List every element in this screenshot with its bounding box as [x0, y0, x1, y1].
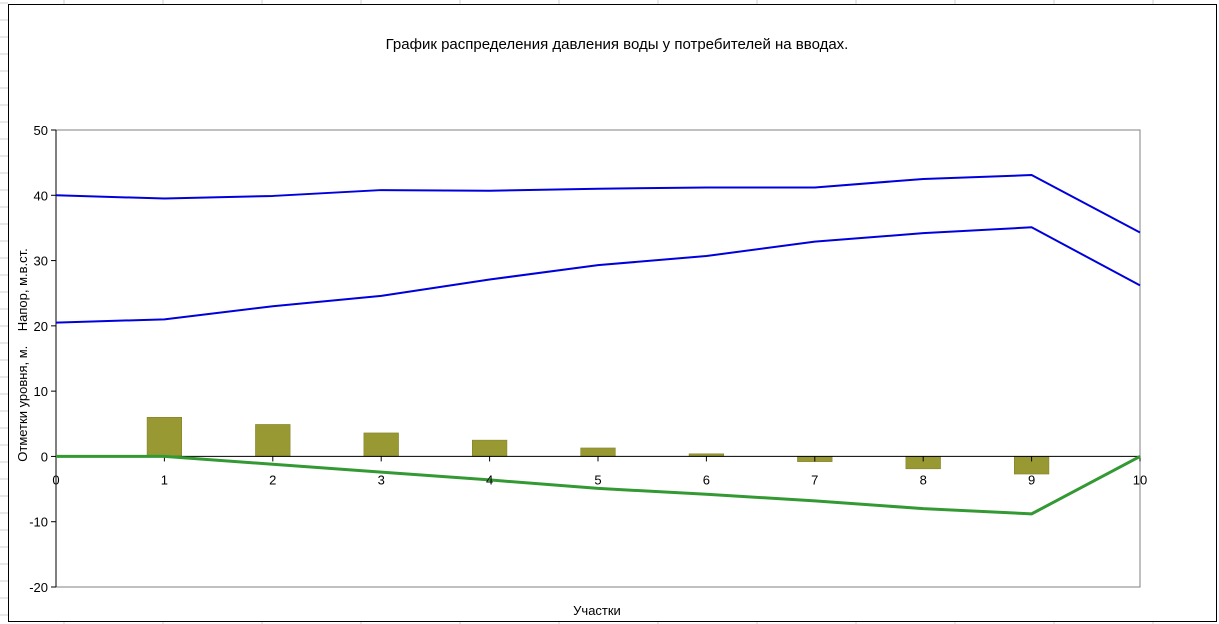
x-tick-label: 5: [594, 472, 601, 487]
plot-area: [55, 129, 1141, 588]
y-tick-label: 20: [34, 319, 48, 334]
x-tick-label: 2: [269, 472, 276, 487]
bar: [146, 417, 182, 457]
y-axis-title: Отметки уровня, м. Напор, м.в.ст.: [15, 248, 30, 462]
chart-svg: График распределения давления воды у пот…: [15, 36, 1147, 618]
x-tick-label: 10: [1133, 472, 1147, 487]
bars-layer: [146, 417, 1050, 475]
y-tick-label: 0: [41, 449, 48, 464]
y-tick-label: 50: [34, 123, 48, 138]
x-tick-label: 3: [378, 472, 385, 487]
bar: [472, 439, 508, 457]
series-line: [55, 226, 1141, 324]
bar: [580, 447, 616, 457]
x-tick-label: 7: [811, 472, 818, 487]
x-tick-label: 0: [52, 472, 59, 487]
x-tick-label: 9: [1028, 472, 1035, 487]
x-tick-label: 4: [486, 472, 493, 487]
y-tick-label: 30: [34, 254, 48, 269]
x-tick-labels: 0 1 2 3 4 5 6 7 8 9 10: [52, 472, 1147, 487]
y-tick-label: -20: [29, 580, 48, 595]
y-tick-labels: -20 -10 0 10 20 30 40 50: [29, 123, 48, 595]
y-tick-label: 10: [34, 384, 48, 399]
bar: [255, 424, 291, 457]
x-tick-label: 6: [703, 472, 710, 487]
bar: [363, 432, 399, 457]
y-tick-label: 40: [34, 188, 48, 203]
x-axis-title: Участки: [573, 603, 621, 618]
y-tick-label: -10: [29, 515, 48, 530]
x-tick-label: 8: [920, 472, 927, 487]
series-line: [55, 174, 1141, 234]
chart-area[interactable]: График распределения давления воды у пот…: [8, 4, 1217, 622]
series-line: [56, 454, 1141, 516]
lines-layer: [55, 174, 1141, 516]
chart-title: График распределения давления воды у пот…: [386, 36, 849, 53]
x-tick-label: 1: [161, 472, 168, 487]
